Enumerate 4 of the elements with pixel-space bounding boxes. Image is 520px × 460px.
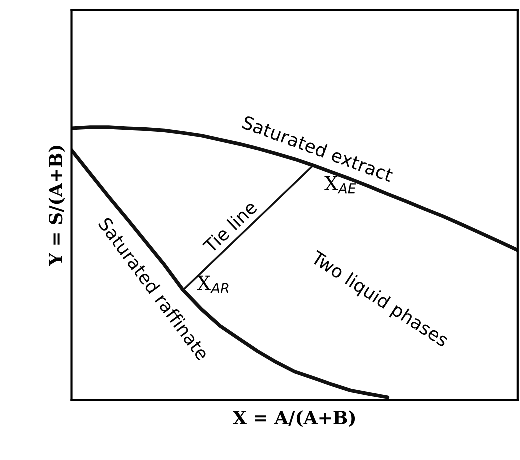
text: Tie line <box>202 200 258 254</box>
y-axis-title: Y = S/(A+B) <box>48 146 66 266</box>
annotation: X$_{AR}$ <box>197 276 229 294</box>
x-axis-title: X = A/(A+B) <box>233 410 356 428</box>
